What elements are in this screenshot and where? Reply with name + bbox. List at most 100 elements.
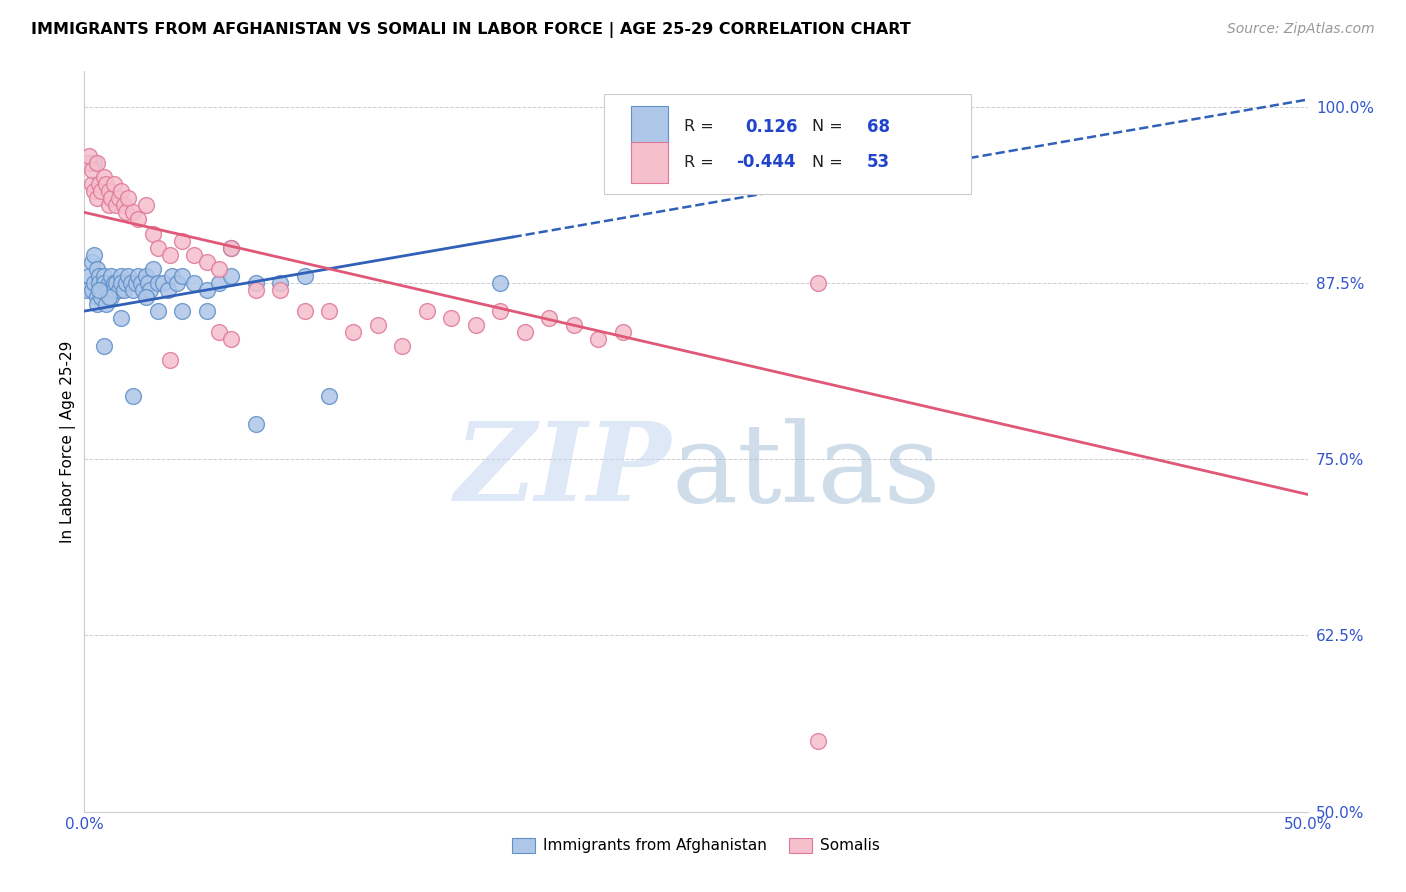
FancyBboxPatch shape [631,106,668,147]
Text: ZIP: ZIP [456,417,672,524]
Point [96,297,118,311]
Point [117,191,139,205]
Point [139,283,162,297]
Point [294,268,316,283]
Point [77,149,100,163]
Point [83,248,105,262]
Point [219,332,242,346]
Point [367,318,389,333]
Point [142,261,165,276]
Point [90,184,112,198]
Point [107,283,129,297]
Point [489,304,512,318]
Point [440,311,463,326]
Point [127,212,149,227]
Point [80,254,103,268]
FancyBboxPatch shape [631,142,668,183]
Text: 68: 68 [868,118,890,136]
Point [93,276,115,290]
Point [125,276,148,290]
Point [122,389,145,403]
Point [269,283,291,297]
Point [142,227,165,241]
Point [162,268,184,283]
Point [219,268,242,283]
Text: R =: R = [683,155,718,169]
Point [86,191,108,205]
Point [96,283,118,297]
Point [87,268,110,283]
Point [146,241,169,255]
Point [83,156,105,170]
Text: -0.444: -0.444 [737,153,796,171]
Point [105,198,128,212]
Point [86,261,108,276]
Point [152,276,174,290]
Point [97,198,120,212]
Point [245,283,267,297]
Point [129,276,152,290]
Point [93,268,115,283]
Point [183,248,205,262]
Point [80,177,103,191]
Point [586,332,609,346]
Point [107,191,129,205]
Point [513,325,536,339]
Point [115,205,138,219]
Point [464,318,486,333]
Point [342,325,364,339]
Point [87,276,110,290]
Point [117,268,139,283]
Point [159,353,181,368]
Point [195,283,218,297]
Point [538,311,561,326]
Point [208,276,231,290]
Point [110,276,132,290]
Point [146,304,169,318]
Point [135,290,157,304]
Point [103,283,125,297]
Point [294,304,316,318]
Point [269,276,291,290]
Point [100,290,122,304]
Text: Source: ZipAtlas.com: Source: ZipAtlas.com [1227,22,1375,37]
Point [208,325,231,339]
Point [87,283,110,297]
Point [127,268,149,283]
Text: N =: N = [813,119,848,134]
Text: R =: R = [683,119,718,134]
Point [112,283,135,297]
Y-axis label: In Labor Force | Age 25-29: In Labor Force | Age 25-29 [60,341,76,542]
Point [97,276,120,290]
Point [90,283,112,297]
Point [195,304,218,318]
Point [100,191,122,205]
Point [172,304,194,318]
Point [96,177,118,191]
Point [318,304,340,318]
Point [110,311,132,326]
Point [135,268,157,283]
Point [172,234,194,248]
Point [86,156,108,170]
Point [807,276,830,290]
Point [86,290,108,304]
Point [318,389,340,403]
Point [97,184,120,198]
Point [103,276,125,290]
Legend: Immigrants from Afghanistan, Somalis: Immigrants from Afghanistan, Somalis [506,831,886,860]
Point [110,184,132,198]
Point [76,156,98,170]
Point [100,268,122,283]
Point [115,276,138,290]
Point [391,339,413,353]
Point [219,241,242,255]
Point [489,276,512,290]
Point [245,417,267,431]
Point [103,177,125,191]
Point [245,276,267,290]
Point [183,276,205,290]
Point [110,268,132,283]
Point [83,184,105,198]
Point [83,276,105,290]
